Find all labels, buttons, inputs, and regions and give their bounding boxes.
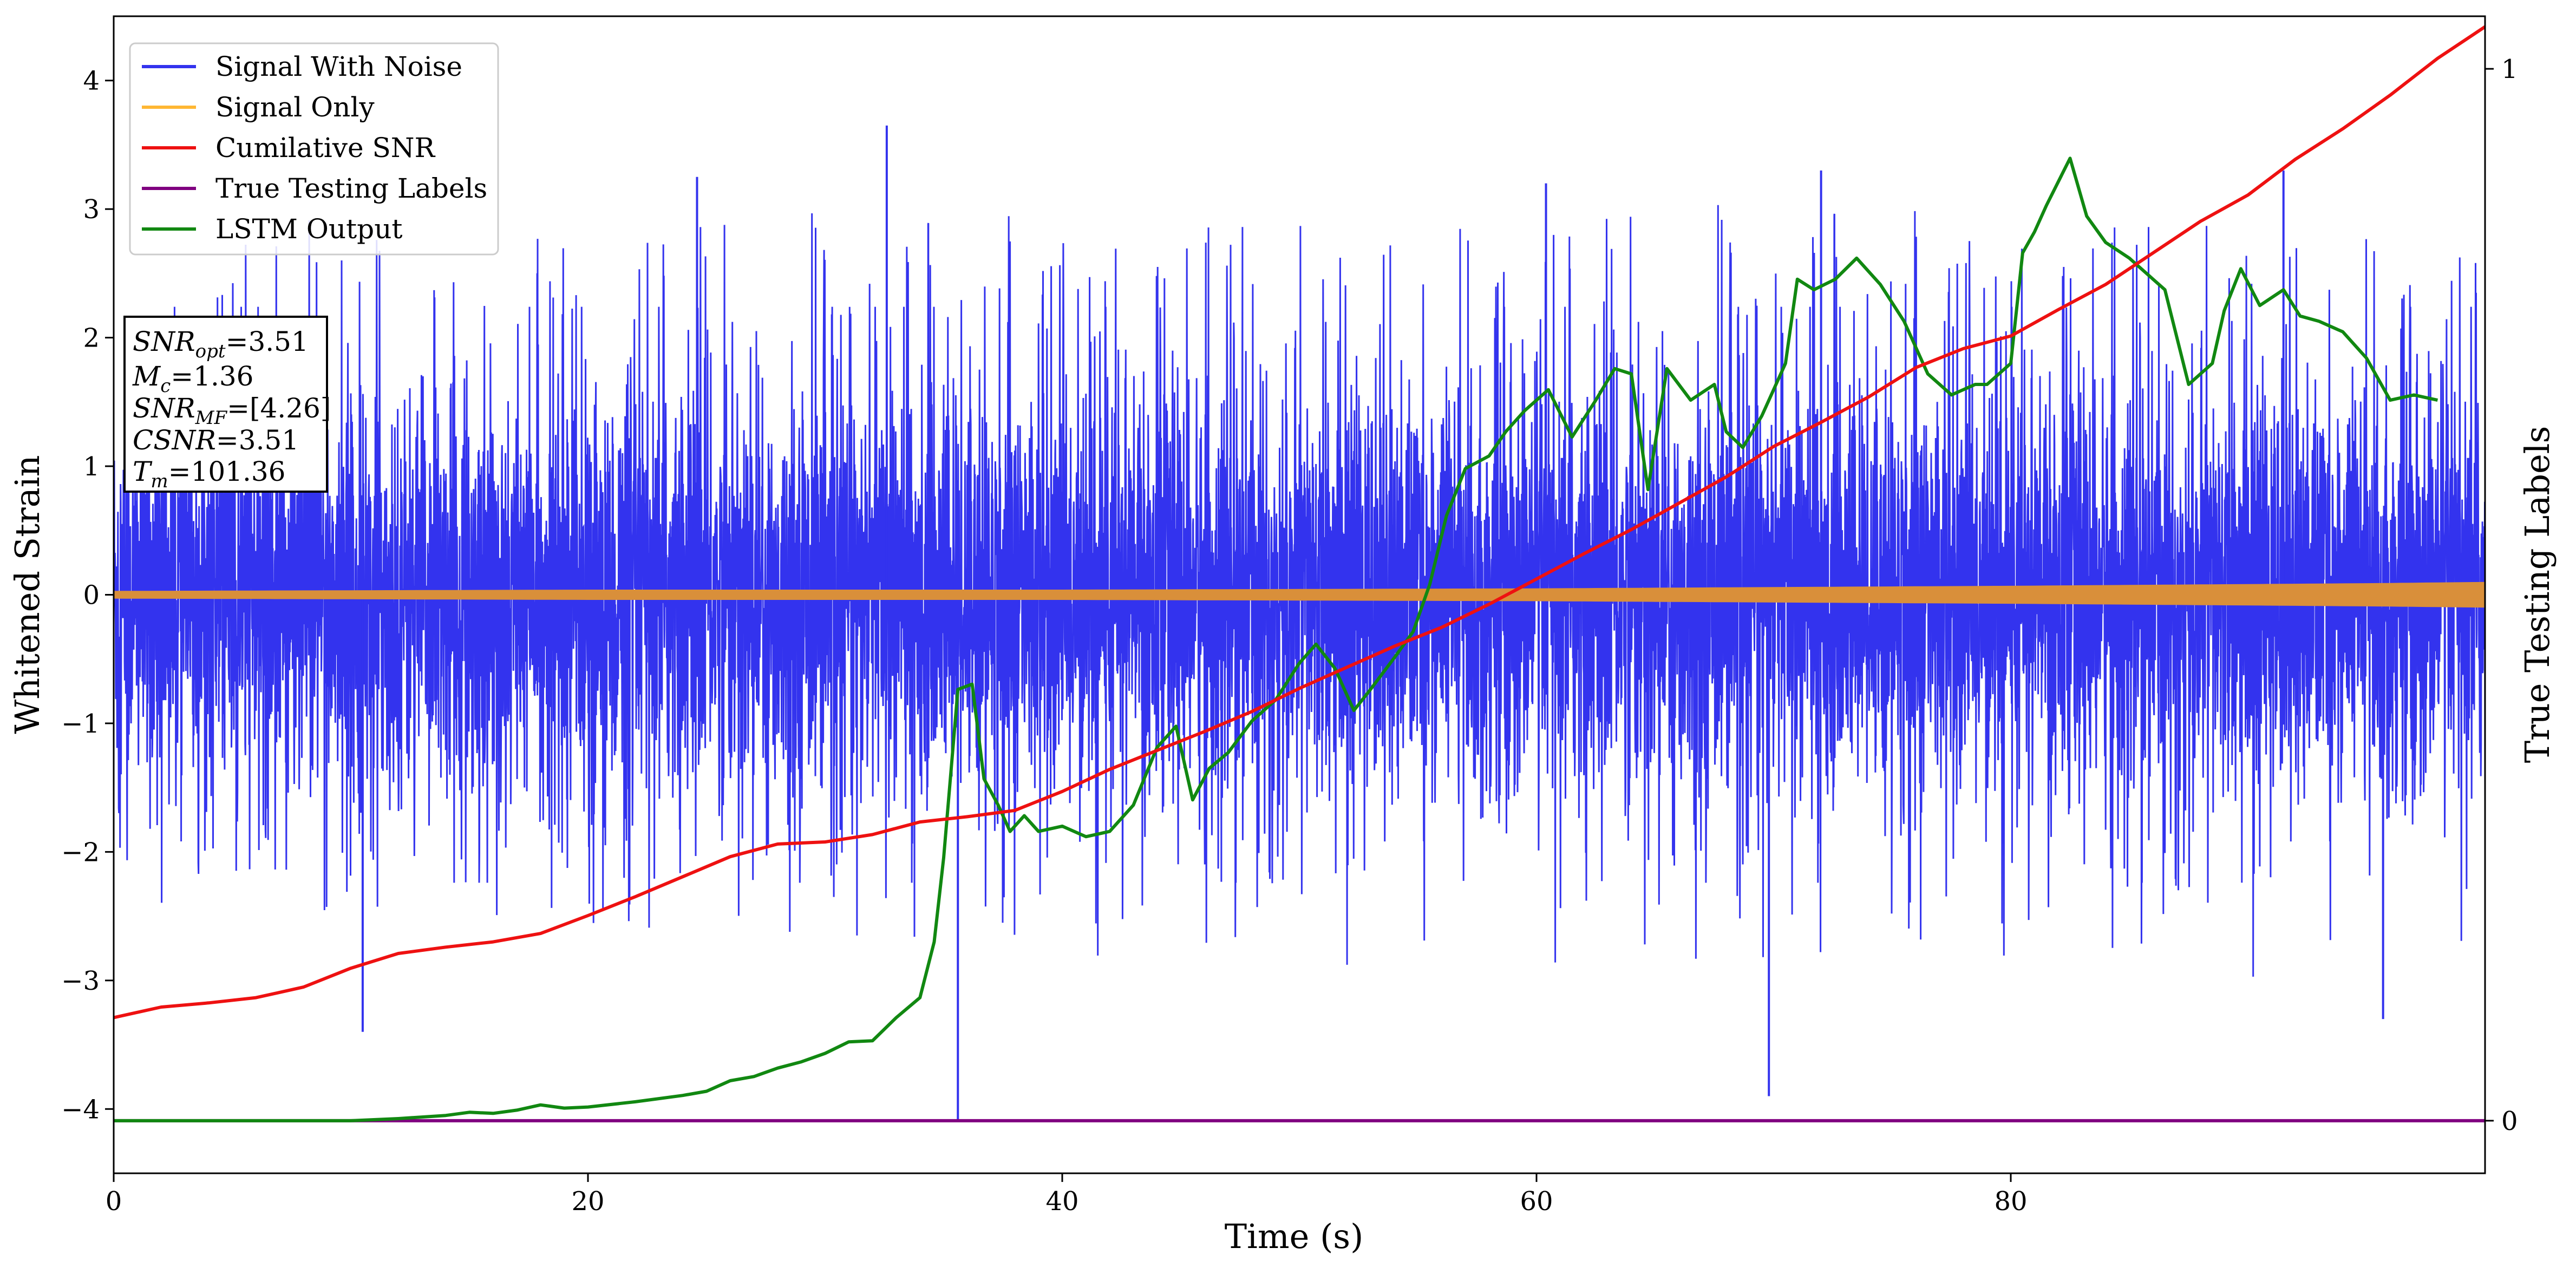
y-axis-title: Whitened Strain xyxy=(8,455,47,734)
y-axis-right: 10 xyxy=(2485,54,2518,1136)
annotation-box xyxy=(123,316,328,493)
cumilative-snr-line xyxy=(114,25,2485,1020)
signal-with-noise-series xyxy=(114,125,2485,1122)
annotation-m-c: Mc=1.36 xyxy=(132,361,253,397)
y2-axis-title: True Testing Labels xyxy=(2518,426,2557,763)
legend-label-signal-with-noise: Signal With Noise xyxy=(215,51,462,82)
x-tick-label-4: 80 xyxy=(1994,1186,2027,1217)
y-tick-label-3: 1 xyxy=(83,452,100,482)
y-tick-label-2: 2 xyxy=(83,323,100,354)
signal-only-band xyxy=(114,582,2485,608)
x-axis: 0 20 40 60 80 xyxy=(106,1173,2028,1217)
lstm-output-line xyxy=(114,156,2438,1122)
parameter-annotation: SNRopt=3.51 Mc=1.36 SNRMF=[4.26] CSNR=3.… xyxy=(123,316,331,493)
y-tick-label-6: −2 xyxy=(61,837,100,867)
y-tick-label-7: −3 xyxy=(61,966,100,996)
legend-label-signal-only: Signal Only xyxy=(215,92,375,123)
legend-label-lstm-output: LSTM Output xyxy=(215,213,402,245)
y-tick-label-5: −1 xyxy=(61,709,100,739)
x-tick-label-3: 60 xyxy=(1520,1186,1553,1217)
y-tick-label-4: 0 xyxy=(83,580,100,611)
signal-with-noise-trace xyxy=(114,205,2485,977)
line-series-group xyxy=(114,25,2485,1122)
annotation-snr-mf: SNRMF=[4.26] xyxy=(133,393,331,429)
annotation-t-m: Tm=101.36 xyxy=(133,456,285,492)
legend-label-cumilative-snr: Cumilative SNR xyxy=(215,132,435,164)
y2-tick-label-1: 0 xyxy=(2501,1106,2518,1136)
legend-label-true-testing-labels: True Testing Labels xyxy=(215,173,487,204)
y-tick-label-0: 4 xyxy=(83,66,100,96)
y2-tick-label-0: 1 xyxy=(2501,54,2518,84)
x-tick-label-1: 20 xyxy=(571,1186,604,1217)
x-axis-title: Time (s) xyxy=(1225,1217,1364,1256)
signal-only-series xyxy=(114,582,2485,608)
y-tick-label-8: −4 xyxy=(61,1094,100,1125)
y-axis-left: 4 3 2 1 0 −1 −2 −3 −4 xyxy=(61,66,114,1125)
x-tick-label-0: 0 xyxy=(106,1186,122,1217)
x-tick-label-2: 40 xyxy=(1045,1186,1078,1217)
y-tick-label-1: 3 xyxy=(83,194,100,225)
annotation-csnr: CSNR=3.51 xyxy=(133,424,299,456)
legend: Signal With Noise Signal Only Cumilative S… xyxy=(129,42,499,256)
legend-box xyxy=(129,42,499,256)
annotation-snr-opt: SNRopt=3.51 xyxy=(133,326,309,362)
